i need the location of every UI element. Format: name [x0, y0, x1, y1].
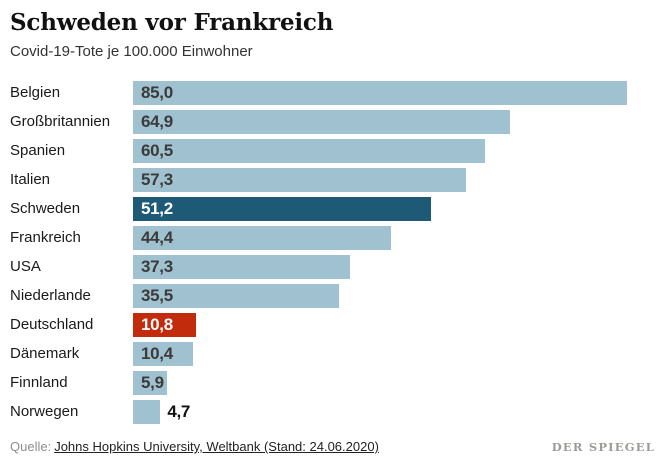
chart-row: USA 37,3: [10, 255, 627, 280]
bar: 57,3: [133, 168, 466, 193]
bar-track: 44,4: [133, 226, 627, 251]
country-label: USA: [10, 258, 41, 276]
chart-row: Frankreich 44,4: [10, 226, 627, 251]
bar: [133, 400, 161, 425]
bar-value-label: 44,4: [141, 228, 173, 248]
source-prefix-label: Quelle:: [10, 439, 52, 454]
bar-track: 85,0: [133, 81, 627, 106]
bar-value-label: 35,5: [141, 286, 173, 306]
country-label: Belgien: [10, 84, 61, 102]
chart-row: Spanien 60,5: [10, 139, 627, 164]
country-label: Niederlande: [10, 287, 91, 305]
bar-track: 10,8: [133, 313, 627, 338]
chart-row: Norwegen 4,7: [10, 400, 627, 425]
bar-value-label: 51,2: [141, 199, 173, 219]
chart-page: Schweden vor Frankreich Covid-19-Tote je…: [0, 0, 665, 454]
bar: 35,5: [133, 284, 340, 309]
bar-value-label: 10,8: [141, 315, 173, 335]
country-label: Norwegen: [10, 403, 79, 421]
bar: 51,2: [133, 197, 431, 222]
country-label: Großbritannien: [10, 113, 111, 131]
bar-track: 64,9: [133, 110, 627, 135]
country-label: Deutschland: [10, 316, 94, 334]
bar-value-label: 57,3: [141, 170, 173, 190]
bar-value-label: 4,7: [167, 402, 191, 422]
country-label: Frankreich: [10, 229, 81, 247]
country-label: Spanien: [10, 142, 66, 160]
chart-header: Schweden vor Frankreich Covid-19-Tote je…: [0, 0, 665, 60]
chart-row: Dänemark 10,4: [10, 342, 627, 367]
bar-value-label: 10,4: [141, 344, 173, 364]
country-label: Italien: [10, 171, 51, 189]
bar-track: 57,3: [133, 168, 627, 193]
chart-row: Italien 57,3: [10, 168, 627, 193]
country-label: Schweden: [10, 200, 81, 218]
bar: 85,0: [133, 81, 627, 106]
bar-track: 51,2: [133, 197, 627, 222]
bar: 44,4: [133, 226, 392, 251]
bar: 64,9: [133, 110, 511, 135]
country-label: Dänemark: [10, 345, 80, 363]
bar-value-label: 37,3: [141, 257, 173, 277]
bar-track: 10,4: [133, 342, 627, 367]
bar-track: 35,5: [133, 284, 627, 309]
bar: 10,4: [133, 342, 194, 367]
bar-value-label: 85,0: [141, 83, 173, 103]
chart-row: Schweden 51,2: [10, 197, 627, 222]
spiegel-logo: DER SPIEGEL: [551, 440, 655, 454]
source-link[interactable]: Johns Hopkins University, Weltbank (Stan…: [54, 439, 379, 454]
chart-footer: Quelle: Johns Hopkins University, Weltban…: [10, 439, 655, 454]
chart-row: Deutschland 10,8: [10, 313, 627, 338]
chart-subtitle: Covid-19-Tote je 100.000 Einwohner: [10, 43, 253, 61]
bar: 37,3: [133, 255, 350, 280]
bar: 5,9: [133, 371, 168, 396]
chart-row: Finnland 5,9: [10, 371, 627, 396]
bar-value-label: 64,9: [141, 112, 173, 132]
bar-value-label: 5,9: [141, 373, 164, 393]
bar-track: 37,3: [133, 255, 627, 280]
bar: 60,5: [133, 139, 485, 164]
chart-title: Schweden vor Frankreich: [10, 9, 334, 36]
bar-value-label: 60,5: [141, 141, 173, 161]
bar-track: 5,9: [133, 371, 627, 396]
bar-track: 4,7: [133, 400, 627, 425]
chart-row: Belgien 85,0: [10, 81, 627, 106]
chart-row: Großbritannien 64,9: [10, 110, 627, 135]
country-label: Finnland: [10, 374, 68, 392]
bar-chart: Belgien 85,0 Großbritannien 64,9 Spanien 60,5…: [10, 81, 627, 425]
chart-row: Niederlande 35,5: [10, 284, 627, 309]
bar: 10,8: [133, 313, 196, 338]
source-line: Quelle: Johns Hopkins University, Weltban…: [10, 439, 379, 454]
bar-track: 60,5: [133, 139, 627, 164]
